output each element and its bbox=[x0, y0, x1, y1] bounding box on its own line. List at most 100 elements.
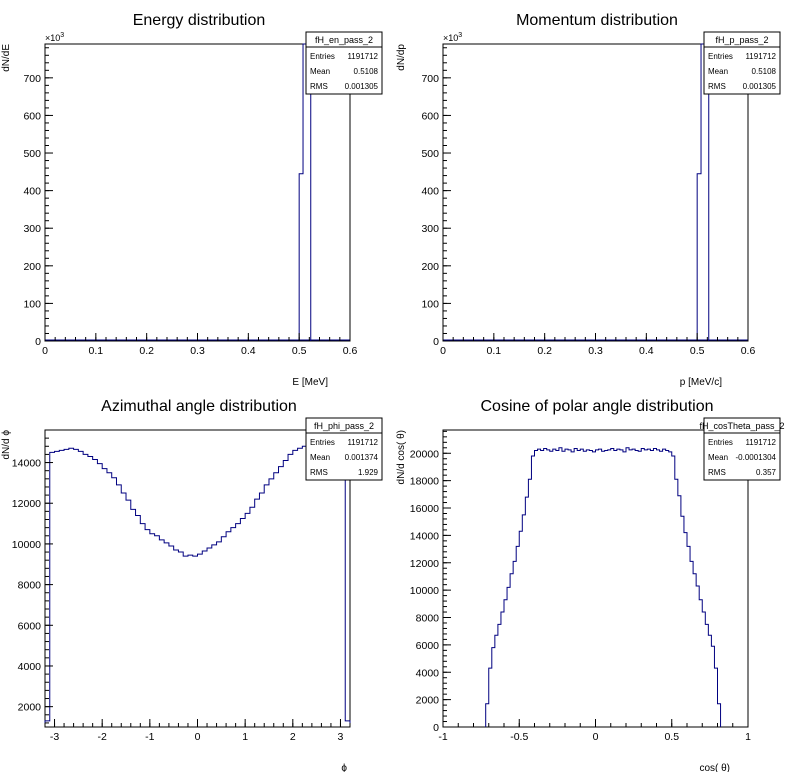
stats-label: Mean bbox=[310, 67, 330, 76]
x-tick-label: 0.3 bbox=[190, 345, 205, 357]
stats-value: 1.929 bbox=[358, 468, 379, 477]
y-axis-label: dN/dp bbox=[396, 44, 407, 71]
y-tick-label: 10000 bbox=[12, 539, 41, 551]
y-tick-label: 200 bbox=[23, 261, 41, 273]
chart-panel-2: Momentum distribution 0 0.1 0.2 0.3 0.4 0.5 0.6… bbox=[396, 12, 781, 388]
stats-box: fH_p_pass_2 Entries 1191712 Mean 0.5108 RMS 0.… bbox=[703, 31, 781, 95]
stats-label: Mean bbox=[310, 453, 330, 462]
y-tick-label: 500 bbox=[421, 148, 439, 160]
histogram-outline bbox=[44, 444, 351, 727]
stats-label: Mean bbox=[708, 453, 728, 462]
chart-panel-3: Azimuthal angle distribution -3 -2 -1 0 1 2 3 20… bbox=[1, 398, 383, 772]
y-tick-label: 4000 bbox=[18, 661, 42, 673]
y-tick-label: 500 bbox=[23, 148, 41, 160]
chart-title: Momentum distribution bbox=[516, 12, 678, 29]
y-tick-label: 14000 bbox=[12, 458, 41, 470]
x-tick-label: 0.2 bbox=[537, 345, 552, 357]
stats-value: 0.5108 bbox=[354, 67, 379, 76]
x-tick-label: 3 bbox=[338, 731, 344, 743]
y-tick-label: 6000 bbox=[18, 620, 42, 632]
stats-value: 0.5108 bbox=[752, 67, 777, 76]
exponent-power: 3 bbox=[60, 32, 64, 39]
x-tick-label: 1 bbox=[745, 731, 751, 743]
stats-label: Entries bbox=[708, 52, 733, 61]
y-axis-label: dN/d ϕ bbox=[1, 430, 12, 460]
stats-value: 1191712 bbox=[347, 438, 378, 447]
x-tick-label: -0.5 bbox=[510, 731, 528, 743]
stats-value: 1191712 bbox=[745, 52, 776, 61]
y-tick-label: 300 bbox=[421, 223, 439, 235]
y-tick-label: 10000 bbox=[410, 585, 439, 597]
stats-value: 1191712 bbox=[347, 52, 378, 61]
y-tick-label: 0 bbox=[35, 336, 41, 348]
stats-box-frame bbox=[305, 417, 383, 481]
y-tick-label: 0 bbox=[433, 722, 439, 734]
stats-label: Entries bbox=[708, 438, 733, 447]
y-tick-label: 0 bbox=[433, 336, 439, 348]
y-tick-label: 100 bbox=[421, 298, 439, 310]
y-tick-label: 2000 bbox=[416, 695, 440, 707]
x-tick-label: -3 bbox=[50, 731, 59, 743]
y-tick-label: 20000 bbox=[410, 448, 439, 460]
plot-frame bbox=[442, 43, 749, 342]
stats-box: fH_cosTheta_pass_2 Entries 1191712 Mean -0.0… bbox=[699, 417, 785, 481]
x-axis-label: p [MeV/c] bbox=[680, 377, 722, 388]
x-tick-label: 0.5 bbox=[664, 731, 679, 743]
stats-label: RMS bbox=[708, 82, 726, 91]
x-tick-label: 0 bbox=[440, 345, 446, 357]
stats-value: 1191712 bbox=[745, 438, 776, 447]
y-axis-label: dN/d cos( θ) bbox=[396, 430, 407, 484]
exponent-power: 3 bbox=[458, 32, 462, 39]
y-tick-label: 300 bbox=[23, 223, 41, 235]
y-tick-label: 700 bbox=[23, 73, 41, 85]
chart-panel-1: Energy distribution 0 0.1 0.2 0.3 0.4 0.5 0.6 0 1… bbox=[1, 12, 383, 388]
x-tick-label: 0 bbox=[42, 345, 48, 357]
chart-title: Azimuthal angle distribution bbox=[101, 398, 297, 415]
stats-box-name: fH_phi_pass_2 bbox=[314, 421, 374, 431]
y-tick-label: 700 bbox=[421, 73, 439, 85]
stats-label: RMS bbox=[708, 468, 726, 477]
plot-frame bbox=[44, 429, 351, 728]
exponent-base: ×10 bbox=[45, 33, 60, 43]
stats-value: -0.0001304 bbox=[736, 453, 777, 462]
y-tick-label: 8000 bbox=[416, 613, 440, 625]
histogram-outline bbox=[485, 447, 722, 727]
stats-label: Mean bbox=[708, 67, 728, 76]
x-tick-label: -1 bbox=[438, 731, 447, 743]
y-axis-label: dN/dE bbox=[1, 44, 12, 72]
y-tick-label: 2000 bbox=[18, 702, 42, 714]
x-axis-label: cos( θ) bbox=[699, 763, 730, 772]
y-tick-label: 100 bbox=[23, 298, 41, 310]
stats-value: 0.001305 bbox=[345, 82, 379, 91]
stats-value: 0.001374 bbox=[345, 453, 379, 462]
y-tick-label: 6000 bbox=[416, 640, 440, 652]
y-tick-label: 18000 bbox=[410, 476, 439, 488]
x-tick-label: -2 bbox=[98, 731, 107, 743]
stats-label: Entries bbox=[310, 52, 335, 61]
y-tick-label: 600 bbox=[421, 110, 439, 122]
stats-box-name: fH_cosTheta_pass_2 bbox=[699, 421, 784, 431]
y-tick-label: 12000 bbox=[410, 558, 439, 570]
y-tick-label: 400 bbox=[421, 186, 439, 198]
x-tick-label: 0.1 bbox=[89, 345, 104, 357]
x-tick-label: 0.6 bbox=[741, 345, 756, 357]
exponent-base: ×10 bbox=[443, 33, 458, 43]
chart-title: Cosine of polar angle distribution bbox=[480, 398, 713, 415]
y-tick-label: 600 bbox=[23, 110, 41, 122]
y-tick-label: 14000 bbox=[410, 530, 439, 542]
x-tick-label: 0.6 bbox=[343, 345, 358, 357]
y-exponent-label: ×103 bbox=[45, 32, 64, 43]
y-tick-label: 200 bbox=[421, 261, 439, 273]
stats-value: 0.001305 bbox=[743, 82, 777, 91]
x-axis-label: E [MeV] bbox=[292, 377, 328, 388]
y-tick-label: 16000 bbox=[410, 503, 439, 515]
stats-box: fH_en_pass_2 Entries 1191712 Mean 0.5108 RMS 0… bbox=[305, 31, 383, 95]
x-tick-label: 2 bbox=[290, 731, 296, 743]
y-exponent-label: ×103 bbox=[443, 32, 462, 43]
stats-label: Entries bbox=[310, 438, 335, 447]
x-tick-label: 0.5 bbox=[292, 345, 307, 357]
x-tick-label: 0.4 bbox=[241, 345, 256, 357]
stats-box-frame bbox=[305, 31, 383, 95]
x-tick-label: 0 bbox=[195, 731, 201, 743]
